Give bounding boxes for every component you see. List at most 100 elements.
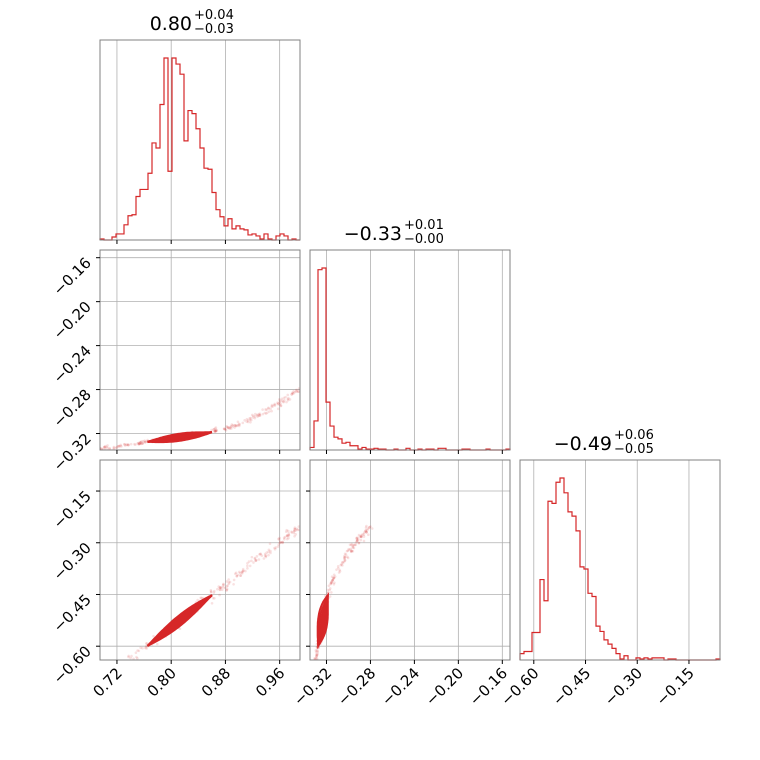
sample-point: [350, 542, 354, 546]
sample-point: [247, 560, 251, 563]
sample-point: [286, 534, 289, 538]
sample-point: [276, 407, 280, 411]
sample-point: [327, 584, 331, 588]
sample-point: [223, 586, 227, 590]
sample-point: [235, 424, 239, 427]
sample-point: [316, 652, 319, 656]
sample-point: [222, 427, 226, 430]
sample-point: [229, 424, 233, 428]
sample-point: [218, 588, 222, 592]
sample-point: [245, 417, 249, 421]
sample-point: [297, 390, 300, 393]
sample-point: [313, 657, 316, 660]
sample-point: [365, 524, 368, 528]
sample-point: [365, 530, 368, 534]
title-value: −0.33: [344, 223, 402, 245]
sample-point: [127, 654, 130, 658]
sample-point: [296, 528, 299, 532]
sample-point: [359, 535, 363, 538]
sample-point: [223, 427, 227, 431]
sample-point: [287, 533, 291, 537]
sample-point: [343, 559, 347, 562]
sample-point: [367, 526, 371, 529]
histogram-2: [519, 477, 721, 661]
sample-point: [344, 553, 348, 556]
sample-point: [257, 558, 261, 561]
sample-point: [294, 533, 297, 536]
y-tick-label-2-1: −0.45: [50, 591, 95, 636]
sample-point: [212, 591, 216, 594]
sample-point: [292, 531, 296, 535]
sample-point: [280, 397, 284, 401]
sample-point: [127, 655, 130, 659]
sample-point: [136, 649, 139, 652]
y-tick-label-1-1: −0.28: [50, 386, 95, 431]
title-param-0: 0.80 +0.04−0.03: [150, 8, 234, 37]
sample-point: [315, 653, 319, 657]
panel-2-0-samples: [118, 525, 300, 669]
sample-point: [362, 535, 366, 538]
sample-point: [269, 407, 272, 411]
sample-point: [343, 557, 346, 561]
sample-point: [209, 590, 213, 594]
sample-point: [360, 535, 363, 539]
sample-point: [255, 558, 258, 562]
sample-point: [332, 583, 336, 586]
sample-point: [233, 424, 237, 427]
sample-point: [222, 583, 225, 586]
sample-point: [290, 391, 294, 395]
sample-point: [225, 588, 229, 592]
sample-point: [227, 582, 231, 586]
sample-point: [265, 408, 268, 412]
y-tick-label-1-2: −0.24: [50, 342, 95, 387]
sample-point: [342, 556, 346, 560]
sample-point: [128, 661, 131, 664]
sample-point: [133, 442, 136, 446]
sample-point: [342, 560, 346, 564]
sample-point: [282, 400, 285, 403]
sample-point: [273, 402, 277, 406]
sample-point: [278, 400, 281, 404]
sample-point: [232, 582, 235, 586]
sample-point: [231, 423, 235, 427]
sample-point: [253, 556, 257, 560]
sample-point: [286, 398, 290, 402]
sample-point: [225, 587, 229, 591]
sample-point: [276, 402, 280, 405]
sample-point: [145, 641, 148, 645]
sample-point: [257, 414, 261, 418]
sample-point: [370, 527, 374, 530]
sample-point: [314, 649, 318, 652]
sample-point: [287, 534, 291, 537]
sample-point: [264, 408, 267, 411]
sample-point: [343, 559, 347, 562]
sample-point: [282, 537, 286, 541]
sample-point: [351, 549, 355, 553]
sample-point: [116, 444, 120, 448]
sample-point: [215, 428, 218, 432]
sample-point: [143, 440, 147, 443]
sample-point: [245, 420, 249, 423]
sample-point: [215, 429, 218, 433]
sample-point: [134, 651, 138, 655]
x-tick-label-1-0: −0.32: [290, 664, 335, 709]
sample-point: [294, 388, 298, 392]
sample-point: [263, 552, 267, 556]
sample-point: [337, 571, 341, 574]
sample-point: [118, 666, 121, 669]
sample-point: [241, 570, 244, 574]
sample-point: [288, 398, 292, 401]
sample-point: [253, 416, 257, 420]
sample-point: [287, 532, 291, 535]
sample-point: [278, 538, 281, 541]
sample-point: [293, 535, 296, 538]
sample-point: [212, 589, 216, 593]
sample-point: [339, 563, 343, 567]
sample-point: [267, 550, 270, 554]
sample-point: [276, 401, 279, 405]
sample-point: [343, 556, 347, 559]
sample-point: [369, 525, 372, 528]
sample-point: [349, 547, 353, 551]
sample-point: [347, 547, 350, 551]
title-minus: −0.00: [404, 232, 444, 247]
